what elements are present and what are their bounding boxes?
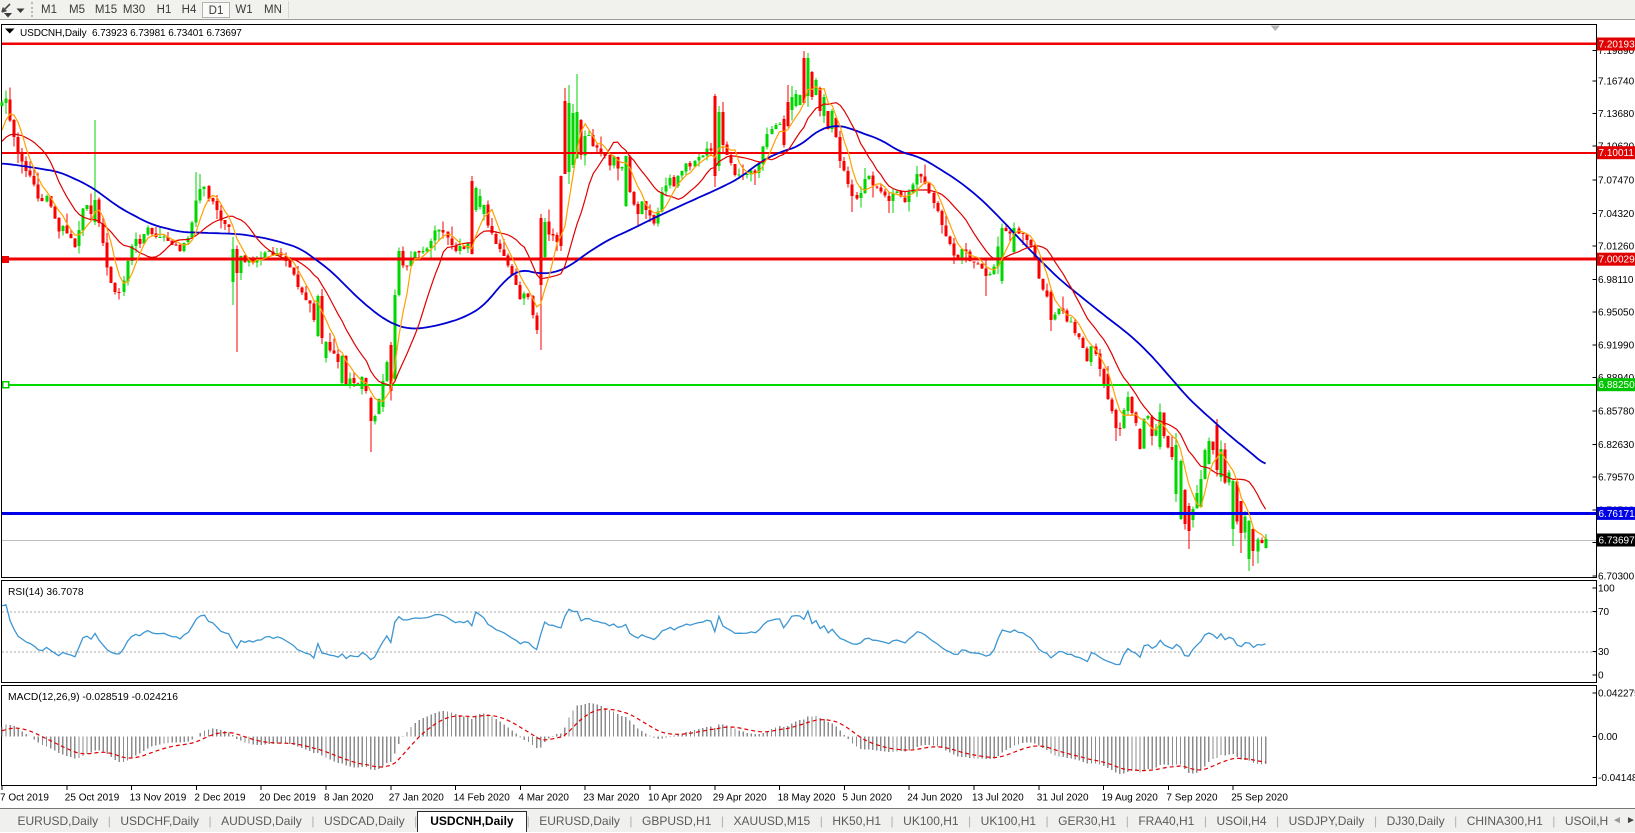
- svg-text:25 Sep 2020: 25 Sep 2020: [1231, 793, 1288, 804]
- svg-text:6.76171: 6.76171: [1599, 509, 1635, 520]
- svg-text:70: 70: [1598, 607, 1610, 618]
- svg-text:7.00029: 7.00029: [1599, 255, 1635, 266]
- svg-text:20 Dec 2019: 20 Dec 2019: [259, 793, 316, 804]
- svg-text:6.91990: 6.91990: [1598, 340, 1635, 351]
- svg-text:7 Sep 2020: 7 Sep 2020: [1166, 793, 1218, 804]
- svg-text:8 Jan 2020: 8 Jan 2020: [324, 793, 374, 804]
- svg-text:USDCNH,Daily 6.73923 6.73981: USDCNH,Daily 6.73923 6.73981 6.73401 6.7…: [20, 28, 242, 39]
- svg-text:10 Apr 2020: 10 Apr 2020: [648, 793, 702, 804]
- svg-text:13 Nov 2019: 13 Nov 2019: [130, 793, 187, 804]
- svg-text:6.79570: 6.79570: [1598, 473, 1635, 484]
- svg-text:6.73697: 6.73697: [1599, 536, 1635, 547]
- svg-text:14 Feb 2020: 14 Feb 2020: [454, 793, 511, 804]
- svg-text:7.04320: 7.04320: [1598, 209, 1635, 220]
- svg-text:6.95050: 6.95050: [1598, 308, 1635, 319]
- svg-text:7 Oct 2019: 7 Oct 2019: [0, 793, 49, 804]
- svg-text:7.10011: 7.10011: [1599, 148, 1635, 159]
- svg-text:6.70300: 6.70300: [1598, 572, 1635, 583]
- svg-text:2 Dec 2019: 2 Dec 2019: [194, 793, 246, 804]
- svg-text:0.042275: 0.042275: [1598, 688, 1635, 699]
- svg-text:30: 30: [1598, 647, 1610, 658]
- svg-text:5 Jun 2020: 5 Jun 2020: [842, 793, 892, 804]
- svg-text:RSI(14) 36.7078: RSI(14) 36.7078: [8, 587, 84, 598]
- svg-text:23 Mar 2020: 23 Mar 2020: [583, 793, 640, 804]
- svg-text:7.13680: 7.13680: [1598, 109, 1635, 120]
- svg-text:13 Jul 2020: 13 Jul 2020: [972, 793, 1024, 804]
- svg-text:18 May 2020: 18 May 2020: [778, 793, 836, 804]
- svg-text:7.01260: 7.01260: [1598, 242, 1635, 253]
- svg-text:6.98110: 6.98110: [1598, 275, 1634, 286]
- svg-text:24 Jun 2020: 24 Jun 2020: [907, 793, 962, 804]
- svg-text:7.20193: 7.20193: [1599, 40, 1635, 51]
- svg-text:4 Mar 2020: 4 Mar 2020: [518, 793, 569, 804]
- svg-text:0.00: 0.00: [1598, 732, 1618, 743]
- svg-text:-0.04148: -0.04148: [1598, 773, 1635, 784]
- svg-text:25 Oct 2019: 25 Oct 2019: [65, 793, 120, 804]
- svg-text:6.85780: 6.85780: [1598, 407, 1635, 418]
- svg-text:7.16740: 7.16740: [1598, 77, 1635, 88]
- svg-text:7.07470: 7.07470: [1598, 175, 1635, 186]
- svg-text:100: 100: [1598, 584, 1615, 595]
- svg-text:6.88250: 6.88250: [1599, 380, 1635, 391]
- svg-text:29 Apr 2020: 29 Apr 2020: [713, 793, 767, 804]
- svg-text:31 Jul 2020: 31 Jul 2020: [1037, 793, 1089, 804]
- svg-text:0: 0: [1598, 671, 1604, 682]
- svg-text:27 Jan 2020: 27 Jan 2020: [389, 793, 444, 804]
- svg-text:MACD(12,26,9) -0.028519 -0.024: MACD(12,26,9) -0.028519 -0.024216: [8, 692, 178, 703]
- svg-text:19 Aug 2020: 19 Aug 2020: [1102, 793, 1159, 804]
- svg-text:6.82630: 6.82630: [1598, 440, 1635, 451]
